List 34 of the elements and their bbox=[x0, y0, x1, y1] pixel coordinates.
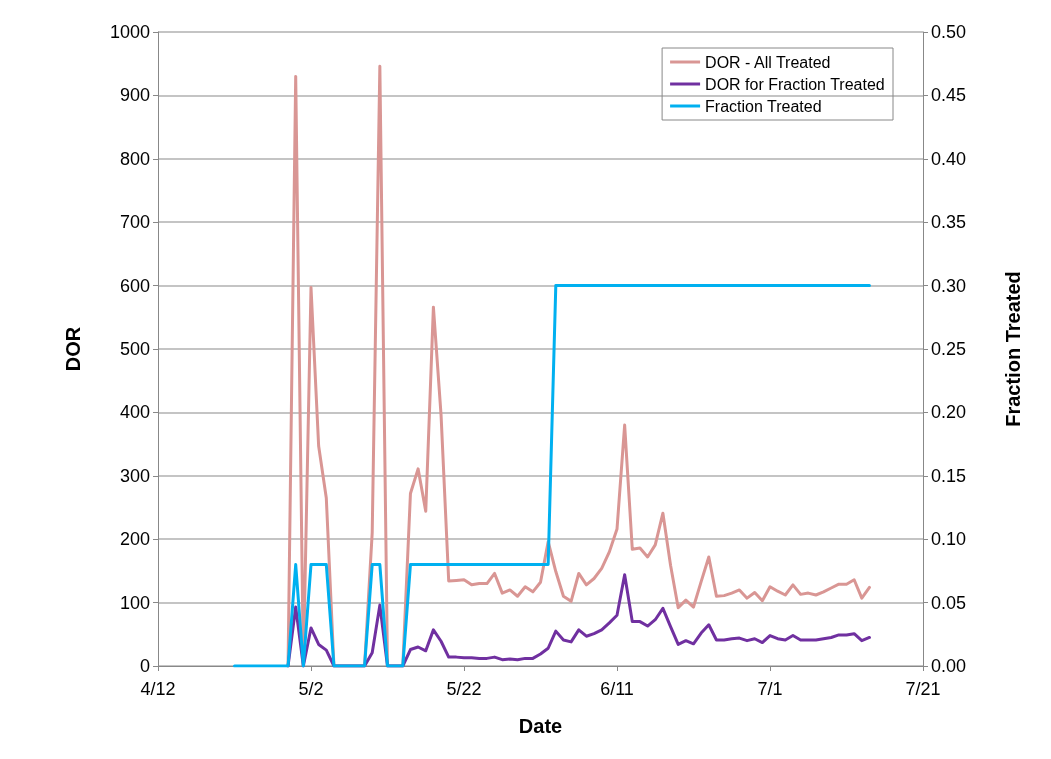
y-tick-label: 800 bbox=[119, 148, 150, 169]
y2-tick-label: 0.50 bbox=[931, 22, 967, 42]
y2-tick-label: 0.15 bbox=[931, 465, 967, 486]
x-tick-label: 7/21 bbox=[905, 679, 941, 699]
y2-tick-label: 0.05 bbox=[931, 592, 967, 613]
y-axis-title: DOR bbox=[62, 326, 84, 372]
x-tick-label: 5/22 bbox=[446, 679, 482, 699]
y-tick-label: 100 bbox=[119, 592, 150, 613]
x-tick-label: 7/1 bbox=[757, 679, 783, 699]
x-tick-label: 5/2 bbox=[298, 679, 324, 699]
y2-tick-label: 0.00 bbox=[931, 656, 967, 676]
y-tick-label: 200 bbox=[119, 529, 150, 550]
legend-label: DOR for Fraction Treated bbox=[705, 75, 885, 93]
y2-tick-label: 0.25 bbox=[931, 339, 967, 359]
y-tick-label: 400 bbox=[119, 402, 150, 423]
y-tick-label: 1000 bbox=[109, 22, 150, 42]
y2-tick-label: 0.35 bbox=[931, 212, 967, 233]
y-tick-label: 700 bbox=[119, 212, 150, 233]
x-tick-label: 4/12 bbox=[140, 679, 176, 699]
y2-tick-label: 0.10 bbox=[931, 529, 967, 550]
x-axis-title: Date bbox=[518, 715, 563, 737]
y2-tick-label: 0.45 bbox=[931, 85, 967, 106]
y-tick-label: 600 bbox=[119, 275, 150, 296]
y2-tick-label: 0.40 bbox=[931, 148, 967, 169]
y2-tick-label: 0.20 bbox=[931, 402, 967, 423]
legend-label: Fraction Treated bbox=[705, 97, 822, 115]
y-tick-label: 300 bbox=[119, 465, 150, 486]
y-tick-label: 500 bbox=[119, 339, 150, 359]
y-tick-label: 900 bbox=[119, 85, 150, 106]
y2-axis-title: Fraction Treated bbox=[1002, 271, 1024, 427]
y-tick-label: 0 bbox=[139, 656, 150, 676]
y2-tick-label: 0.30 bbox=[931, 275, 967, 296]
x-tick-label: 6/11 bbox=[600, 679, 634, 699]
legend-label: DOR - All Treated bbox=[705, 53, 831, 71]
